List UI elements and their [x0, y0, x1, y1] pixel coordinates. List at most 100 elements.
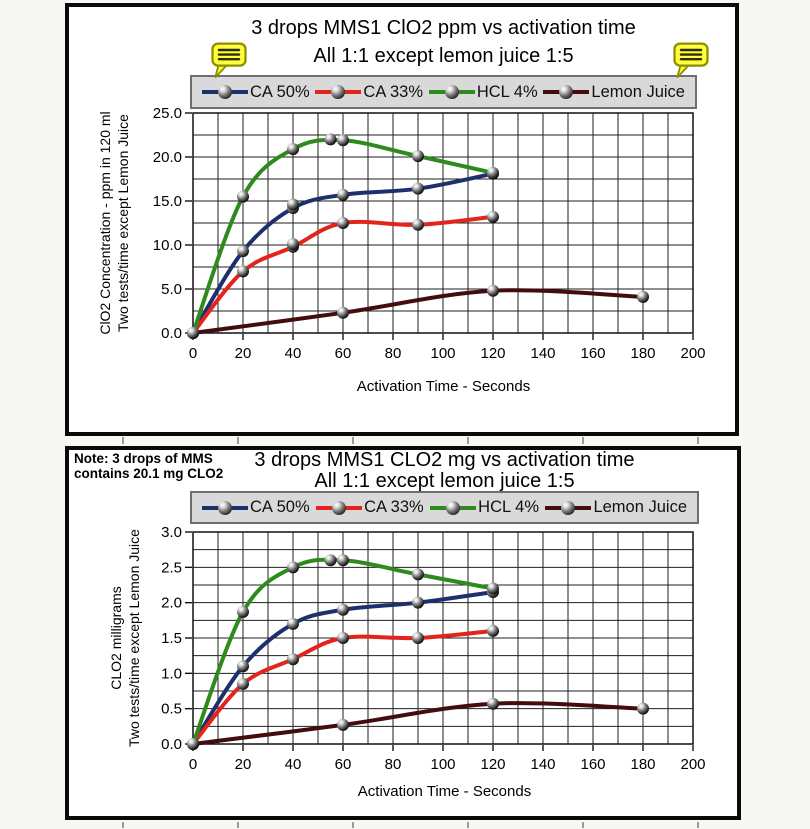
data-point-marker [287, 202, 299, 215]
data-point-marker [324, 554, 337, 567]
data-point-marker [237, 605, 249, 618]
data-point-marker [187, 738, 199, 750]
ppm-plot-area: 0 20 40 60 80 100 120 140 160 180 200 0.0 5.0 10.0 15.… [153, 105, 706, 362]
x-tick-label: 100 [430, 345, 455, 362]
legend-label: CA 50% [250, 498, 310, 516]
x-tick-label: 140 [530, 756, 555, 773]
x-tick-label: 120 [480, 756, 505, 773]
series-line [191, 628, 495, 746]
data-point-marker [287, 143, 299, 156]
tick-mark [467, 822, 469, 828]
legend-item-lemon-juice: Lemon Juice [543, 83, 685, 102]
tick-mark [697, 822, 699, 828]
data-point-marker [187, 327, 199, 339]
data-point-marker [337, 603, 349, 616]
data-point-marker [287, 240, 299, 253]
x-tick-label: 60 [335, 345, 352, 362]
note-line2: contains 20.1 mg CLO2 [74, 466, 224, 482]
page-tick-marks-gap [0, 437, 810, 445]
tick-mark [237, 822, 239, 828]
legend-item-lemon-juice: Lemon Juice [545, 498, 687, 517]
comment-note-icon[interactable] [669, 41, 713, 81]
chart-subtitle: All 1:1 except lemon juice 1:5 [313, 45, 574, 67]
x-tick-label: 120 [480, 345, 505, 362]
data-point-marker [237, 660, 249, 673]
data-point-marker [187, 738, 199, 750]
chart-panel-mg: 0 20 40 60 80 100 120 140 160 180 200 0.0 0.5 1.0 1.5 2… [65, 446, 741, 820]
legend-item-ca-50: CA 50% [202, 498, 310, 517]
data-point-marker [412, 182, 424, 195]
tick-mark [122, 822, 124, 828]
y-axis-label-line1: CLO2 milligrams [107, 586, 124, 690]
data-point-marker [287, 617, 299, 630]
sphere-marker-icon [444, 85, 459, 99]
legend-marker [315, 85, 362, 99]
chart-title: 3 drops MMS1 CLO2 mg vs activation time [254, 449, 635, 471]
chart-panel-ppm: 0 20 40 60 80 100 120 140 160 180 200 0.0 5.0 10.0 15.… [65, 3, 739, 436]
x-tick-label: 20 [235, 345, 252, 362]
x-tick-label: 0 [189, 756, 197, 773]
x-tick-label: 180 [630, 756, 655, 773]
data-point-marker [487, 166, 499, 179]
tick-mark [352, 822, 354, 828]
y-tick-label: 2.0 [161, 595, 182, 612]
legend-marker [543, 85, 590, 99]
data-point-marker [324, 133, 337, 146]
x-tick-label: 60 [335, 756, 352, 773]
note-line1: Note: 3 drops of MMS [74, 451, 213, 466]
legend-label: CA 33% [363, 82, 424, 101]
sphere-marker-icon [559, 85, 574, 99]
legend: CA 50% CA 33% HCL 4% Lemon Juice [190, 491, 699, 524]
data-point-marker [412, 150, 424, 163]
legend-item-hcl-4: HCL 4% [430, 498, 539, 517]
x-tick-label: 200 [680, 756, 705, 773]
legend: CA 50% CA 33% HCL 4% Lemon Juice [190, 75, 697, 109]
data-point-marker [487, 210, 499, 223]
sphere-marker-icon [218, 85, 232, 99]
data-point-marker [187, 327, 199, 339]
x-axis-label: Activation Time - Seconds [357, 783, 532, 800]
tick-mark [352, 437, 354, 444]
data-point-marker [637, 702, 649, 715]
series-line [191, 171, 495, 335]
data-point-marker [337, 134, 349, 147]
series-line [191, 288, 645, 335]
legend-label: CA 33% [364, 498, 424, 516]
data-point-marker [487, 167, 499, 180]
legend-label: HCL 4% [476, 82, 538, 101]
y-axis-label: CLO2 milligrams Two tests/time except Le… [107, 529, 143, 747]
x-tick-label: 80 [385, 345, 402, 362]
data-point-marker [187, 327, 199, 339]
data-point-marker [287, 561, 299, 574]
comment-note-icon[interactable] [207, 41, 251, 81]
legend-item-ca-33: CA 33% [315, 83, 423, 102]
x-axis-label: Activation Time - Seconds [356, 378, 531, 395]
data-point-marker [487, 582, 499, 595]
legend-item-ca-50: CA 50% [202, 83, 310, 102]
legend-label: Lemon Juice [591, 82, 685, 101]
legend-item-hcl-4: HCL 4% [428, 82, 538, 102]
legend-marker [545, 500, 592, 515]
y-tick-label: 3.0 [161, 524, 182, 541]
data-point-marker [237, 265, 249, 278]
data-point-marker [412, 218, 424, 231]
legend-label: HCL 4% [478, 498, 539, 516]
data-point-marker [187, 738, 199, 750]
data-point-marker [637, 290, 649, 303]
legend-marker [202, 85, 248, 99]
data-point-marker [337, 554, 349, 567]
data-point-marker [487, 697, 499, 710]
data-point-marker [337, 718, 349, 731]
data-point-marker [237, 245, 249, 258]
data-point-marker [337, 217, 349, 229]
x-tick-label: 40 [285, 756, 302, 773]
x-tick-label: 100 [430, 756, 455, 773]
y-tick-label: 15.0 [153, 193, 182, 210]
y-tick-label: 1.5 [161, 630, 182, 647]
y-tick-label: 5.0 [161, 281, 182, 298]
x-tick-label: 80 [385, 756, 402, 773]
data-point-marker [187, 738, 199, 750]
data-point-marker [187, 327, 199, 339]
chart-subtitle: All 1:1 except lemon juice 1:5 [314, 470, 575, 492]
y-tick-label: 0.0 [161, 325, 182, 342]
